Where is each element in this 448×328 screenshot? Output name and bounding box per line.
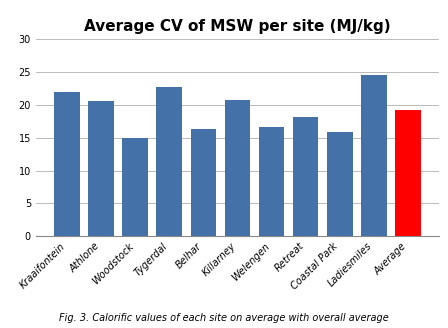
Bar [224,100,250,236]
Bar [190,129,216,236]
Bar [88,101,114,236]
Title: Average CV of MSW per site (MJ/kg): Average CV of MSW per site (MJ/kg) [84,19,391,34]
Bar [156,87,182,236]
Bar [54,92,80,236]
Bar [259,127,284,236]
Bar [293,117,319,236]
Bar [395,110,421,236]
Bar [361,75,387,236]
Text: Fig. 3. Calorific values of each site on average with overall average: Fig. 3. Calorific values of each site on… [59,314,389,323]
Bar [122,138,148,236]
Bar [327,132,353,236]
